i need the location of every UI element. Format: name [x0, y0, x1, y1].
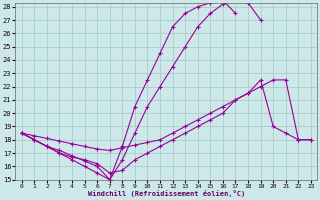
X-axis label: Windchill (Refroidissement éolien,°C): Windchill (Refroidissement éolien,°C) [88, 190, 245, 197]
